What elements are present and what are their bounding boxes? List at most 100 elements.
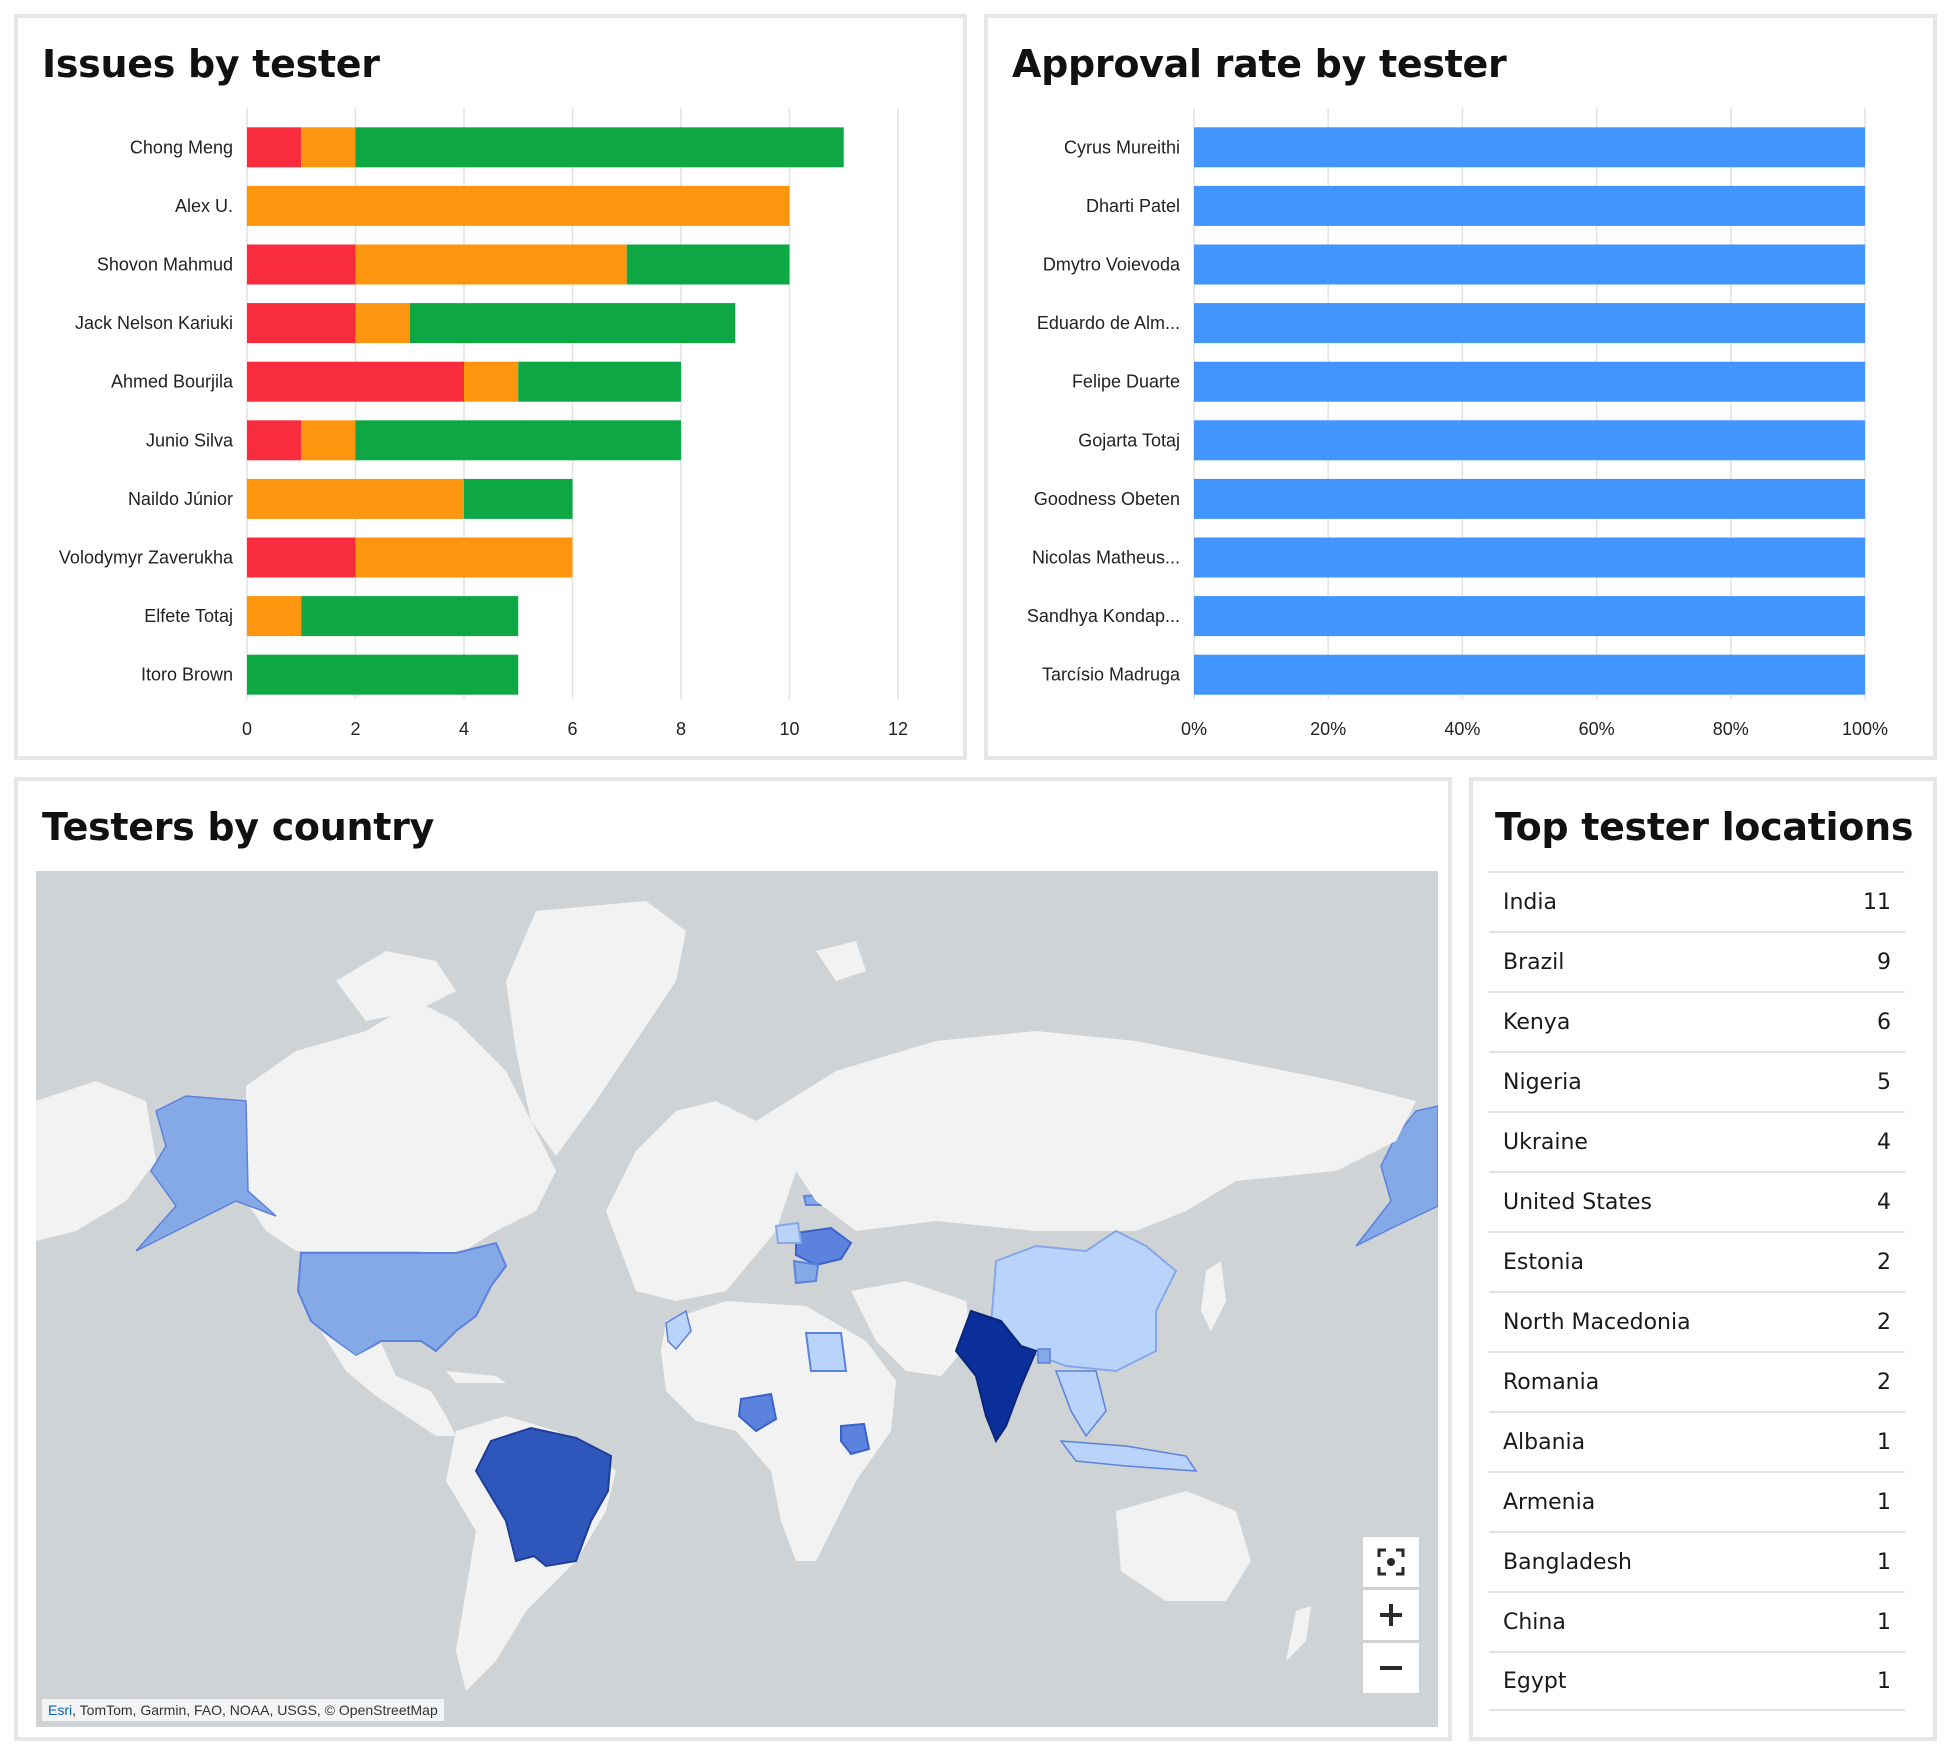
arctic-islands-shape bbox=[336, 951, 456, 1021]
approval-category-label: Gojarta Totaj bbox=[1078, 430, 1180, 450]
approval-bar-segment[interactable] bbox=[1194, 478, 1865, 519]
location-count: 2 bbox=[1877, 1309, 1891, 1335]
issues-bar-segment[interactable] bbox=[626, 244, 790, 285]
issues-bar-segment[interactable] bbox=[355, 303, 410, 344]
approval-bar-segment[interactable] bbox=[1194, 537, 1865, 578]
location-row[interactable]: Romania 2 bbox=[1489, 1351, 1905, 1411]
issues-by-tester-chart: 0 2 4 6 8 10 12 Chong Meng Alex U. Shovon Mahmud J… bbox=[59, 108, 908, 739]
location-country: India bbox=[1503, 889, 1557, 915]
approval-category-label: Cyrus Mureithi bbox=[1064, 137, 1180, 157]
egypt-shape bbox=[804, 1332, 848, 1372]
location-count: 5 bbox=[1877, 1069, 1891, 1095]
issues-bar-segment[interactable] bbox=[247, 654, 519, 695]
esri-link[interactable]: Esri bbox=[48, 1702, 73, 1718]
issues-bar-segment[interactable] bbox=[247, 244, 356, 285]
approval-x-tick-label: 60% bbox=[1579, 719, 1615, 739]
approval-bar-segment[interactable] bbox=[1194, 127, 1865, 168]
romania-shape bbox=[792, 1259, 820, 1285]
caribbean-shape bbox=[446, 1371, 506, 1383]
location-row[interactable]: Ukraine 4 bbox=[1489, 1111, 1905, 1171]
issues-bar-segment[interactable] bbox=[355, 537, 573, 578]
location-row[interactable]: Brazil 9 bbox=[1489, 931, 1905, 991]
issues-chart-title: Issues by tester bbox=[42, 42, 380, 86]
zoom-out-button[interactable] bbox=[1362, 1642, 1420, 1694]
location-row[interactable]: Armenia 1 bbox=[1489, 1471, 1905, 1531]
approval-x-tick-label: 100% bbox=[1842, 719, 1888, 739]
approval-bar-segment[interactable] bbox=[1194, 596, 1865, 637]
issues-bar-segment[interactable] bbox=[301, 127, 356, 168]
locate-button[interactable] bbox=[1362, 1536, 1420, 1588]
location-country: Ukraine bbox=[1503, 1129, 1588, 1155]
issues-x-tick-label: 8 bbox=[676, 719, 686, 739]
location-row[interactable]: Albania 1 bbox=[1489, 1411, 1905, 1471]
brazil-shape bbox=[474, 1426, 613, 1568]
location-row[interactable]: Egypt 1 bbox=[1489, 1651, 1905, 1711]
approval-bar-segment[interactable] bbox=[1194, 654, 1865, 695]
location-count: 2 bbox=[1877, 1249, 1891, 1275]
world-map[interactable]: Esri, TomTom, Garmin, FAO, NOAA, USGS, ©… bbox=[36, 871, 1438, 1727]
issues-category-label: Jack Nelson Kariuki bbox=[75, 313, 233, 333]
location-row[interactable]: United States 4 bbox=[1489, 1171, 1905, 1231]
location-row[interactable]: Bangladesh 1 bbox=[1489, 1531, 1905, 1591]
bangladesh-shape bbox=[1037, 1348, 1051, 1364]
approval-category-label: Felipe Duarte bbox=[1072, 372, 1180, 392]
ocean bbox=[36, 871, 1438, 1727]
location-country: Romania bbox=[1503, 1369, 1600, 1395]
issues-bar-segment[interactable] bbox=[247, 420, 302, 461]
approval-chart-title: Approval rate by tester bbox=[1012, 42, 1507, 86]
approval-bar-segment[interactable] bbox=[1194, 361, 1865, 402]
issues-bar-segment[interactable] bbox=[409, 303, 736, 344]
approval-rate-panel: Approval rate by tester 0% 20% 40% 60% 80% 10… bbox=[984, 14, 1937, 760]
location-row[interactable]: Kenya 6 bbox=[1489, 991, 1905, 1051]
approval-category-label: Eduardo de Alm... bbox=[1037, 313, 1180, 333]
issues-bar-segment[interactable] bbox=[355, 244, 627, 285]
southeast-asia-shape bbox=[1054, 1370, 1107, 1438]
location-row[interactable]: Estonia 2 bbox=[1489, 1231, 1905, 1291]
issues-bar-segment[interactable] bbox=[247, 127, 302, 168]
location-count: 9 bbox=[1877, 949, 1891, 975]
plus-icon bbox=[1380, 1604, 1402, 1626]
approval-bar-segment[interactable] bbox=[1194, 420, 1865, 461]
issues-bar-segment[interactable] bbox=[247, 537, 356, 578]
location-count: 6 bbox=[1877, 1009, 1891, 1035]
alaska-shape bbox=[135, 1095, 277, 1252]
issues-bar-segment[interactable] bbox=[301, 420, 356, 461]
issues-bar-segment[interactable] bbox=[247, 478, 464, 519]
approval-bar-segment[interactable] bbox=[1194, 244, 1865, 285]
location-row[interactable]: China 1 bbox=[1489, 1591, 1905, 1651]
usa-shape bbox=[296, 1241, 508, 1358]
issues-x-tick-label: 0 bbox=[242, 719, 252, 739]
issues-bar-segment[interactable] bbox=[247, 596, 302, 637]
issues-bar-segment[interactable] bbox=[301, 596, 519, 637]
zoom-in-button[interactable] bbox=[1362, 1589, 1420, 1641]
issues-x-tick-label: 12 bbox=[888, 719, 908, 739]
approval-bar-segment[interactable] bbox=[1194, 185, 1865, 226]
japan-shape bbox=[1201, 1261, 1226, 1331]
issues-bar-segment[interactable] bbox=[355, 127, 844, 168]
australia-shape bbox=[1116, 1491, 1251, 1601]
approval-x-tick-label: 0% bbox=[1181, 719, 1207, 739]
location-country: Nigeria bbox=[1503, 1069, 1582, 1095]
location-country: Armenia bbox=[1503, 1489, 1596, 1515]
russia-shape bbox=[756, 1031, 1416, 1231]
location-count: 1 bbox=[1877, 1668, 1891, 1694]
issues-bar-segment[interactable] bbox=[247, 185, 790, 226]
issues-bar-segment[interactable] bbox=[464, 361, 519, 402]
issues-category-label: Shovon Mahmud bbox=[97, 255, 233, 275]
svalbard-shape bbox=[816, 941, 866, 981]
issues-bar-segment[interactable] bbox=[247, 303, 356, 344]
issues-bar-segment[interactable] bbox=[518, 361, 681, 402]
issues-category-label: Chong Meng bbox=[130, 137, 233, 157]
attribution-text: , TomTom, Garmin, FAO, NOAA, USGS, © Ope… bbox=[72, 1702, 438, 1718]
location-row[interactable]: India 11 bbox=[1489, 871, 1905, 931]
issues-bar-segment[interactable] bbox=[464, 478, 573, 519]
approval-bar-segment[interactable] bbox=[1194, 303, 1865, 344]
location-country: Albania bbox=[1503, 1429, 1586, 1455]
location-row[interactable]: Nigeria 5 bbox=[1489, 1051, 1905, 1111]
issues-bar-segment[interactable] bbox=[355, 420, 682, 461]
issues-by-tester-panel: Issues by tester 0 2 4 6 8 10 12 Chong Meng Alex… bbox=[14, 14, 967, 760]
europe-shape bbox=[606, 1101, 796, 1301]
location-row[interactable]: North Macedonia 2 bbox=[1489, 1291, 1905, 1351]
issues-bar-segment[interactable] bbox=[247, 361, 464, 402]
issues-category-label: Elfete Totaj bbox=[144, 606, 233, 626]
